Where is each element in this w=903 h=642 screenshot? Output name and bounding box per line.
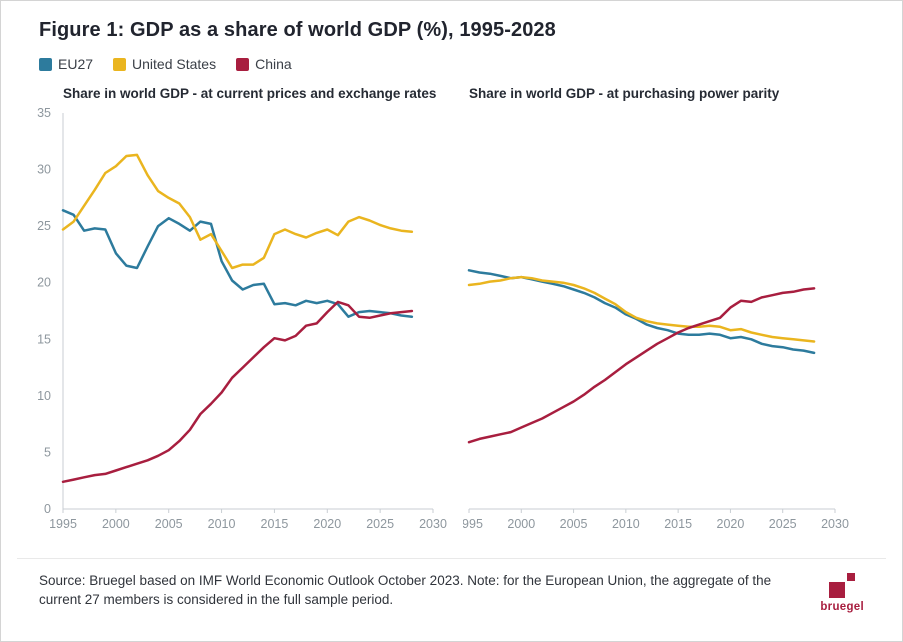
chart-panel-current-prices: Share in world GDP - at current prices a… bbox=[17, 86, 453, 544]
bruegel-logo-icon bbox=[829, 573, 856, 598]
source-note: Source: Bruegel based on IMF World Econo… bbox=[39, 573, 772, 608]
y-tick-label: 25 bbox=[37, 219, 51, 233]
x-tick-label: 2000 bbox=[102, 517, 130, 531]
series-china bbox=[467, 287, 816, 444]
bruegel-logo-text: bruegel bbox=[820, 601, 864, 613]
x-tick-label: 2005 bbox=[155, 517, 183, 531]
x-tick-label: 2010 bbox=[208, 517, 236, 531]
series-eu27 bbox=[61, 209, 414, 318]
x-tick-label: 2010 bbox=[612, 517, 640, 531]
series-eu27 bbox=[467, 269, 816, 355]
legend-label: United States bbox=[132, 56, 217, 72]
x-tick-label: 2030 bbox=[821, 517, 849, 531]
bruegel-logo: bruegel bbox=[820, 573, 864, 613]
x-tick-label: 2025 bbox=[366, 517, 394, 531]
x-tick-label: 1995 bbox=[49, 517, 77, 531]
x-tick-label: 2030 bbox=[419, 517, 447, 531]
legend-item-eu27: EU27 bbox=[39, 56, 93, 72]
legend-label: China bbox=[255, 56, 292, 72]
legend: EU27 United States China bbox=[39, 56, 886, 72]
legend-swatch bbox=[113, 57, 127, 71]
legend-swatch bbox=[236, 57, 250, 71]
x-tick-label: 2000 bbox=[507, 517, 535, 531]
legend-item-united-states: United States bbox=[113, 56, 216, 72]
footer: Source: Bruegel based on IMF World Econo… bbox=[17, 558, 886, 613]
y-tick-label: 5 bbox=[44, 445, 51, 459]
legend-swatch bbox=[39, 57, 52, 71]
chart-subtitle-current-prices: Share in world GDP - at current prices a… bbox=[63, 86, 437, 101]
series-united-states bbox=[61, 153, 414, 270]
series-china bbox=[61, 300, 414, 484]
legend-label: EU27 bbox=[58, 56, 94, 72]
x-tick-label: 2005 bbox=[560, 517, 588, 531]
y-tick-label: 0 bbox=[44, 502, 51, 516]
y-tick-label: 20 bbox=[37, 276, 51, 290]
y-tick-label: 10 bbox=[37, 389, 51, 403]
chart-panel-ppp: Share in world GDP - at purchasing power… bbox=[455, 86, 865, 544]
charts-row: Share in world GDP - at current prices a… bbox=[17, 86, 886, 544]
y-tick-label: 35 bbox=[37, 106, 51, 120]
y-tick-label: 15 bbox=[37, 332, 51, 346]
x-tick-label: 2020 bbox=[717, 517, 745, 531]
chart-subtitle-ppp: Share in world GDP - at purchasing power… bbox=[469, 86, 780, 101]
figure-title: Figure 1: GDP as a share of world GDP (%… bbox=[39, 19, 556, 41]
x-tick-label: 2025 bbox=[769, 517, 797, 531]
legend-item-china: China bbox=[236, 56, 292, 72]
x-tick-label: 2020 bbox=[313, 517, 341, 531]
x-tick-label: 2015 bbox=[261, 517, 289, 531]
line-chart-ppp: 1995 2000 2005 2010 2015 2020 2025 2030 bbox=[455, 269, 849, 531]
series-united-states bbox=[467, 275, 816, 343]
x-tick-label: 1995 bbox=[463, 517, 483, 531]
y-tick-label: 30 bbox=[37, 163, 51, 177]
x-tick-label: 2015 bbox=[664, 517, 692, 531]
